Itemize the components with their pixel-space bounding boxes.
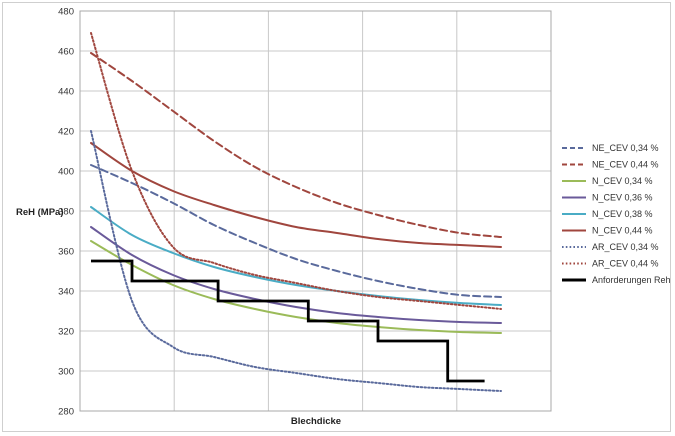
legend-label: N_CEV 0,44 % [592, 226, 653, 236]
legend-label: NE_CEV 0,34 % [592, 143, 659, 153]
y-tick-label: 420 [58, 127, 74, 138]
series-line-n-cev-0-44 [90, 142, 502, 248]
plot-area-border [79, 10, 552, 412]
legend-label: AR_CEV 0,44 % [592, 259, 659, 269]
y-tick-label: 280 [58, 407, 74, 418]
legend-label: AR_CEV 0,34 % [592, 242, 659, 252]
y-tick-label: 480 [58, 7, 74, 18]
series-line-ar-cev-0-34 [90, 130, 502, 392]
legend-label: N_CEV 0,34 % [592, 176, 653, 186]
series-line-n-cev-0-36 [90, 226, 502, 324]
y-axis-label: ReH (MPa) [16, 207, 64, 218]
chart-frame [2, 2, 671, 432]
y-tick-label: 300 [58, 367, 74, 378]
legend: NE_CEV 0,34 % NE_CEV 0,44 % N_CEV 0,34 % N_… [562, 143, 671, 285]
series-line-n-cev-0-38 [90, 206, 502, 306]
series-line-n-cev-0-34 [90, 240, 502, 334]
series-line-anforderungen-reh [91, 259, 485, 383]
series-line-ne-cev-0-44 [90, 52, 502, 238]
y-axis-ticks: 280 300 320 340 360 380 400 420 440 460 480 [58, 7, 74, 418]
legend-label: N_CEV 0,38 % [592, 209, 653, 219]
series-line-ne-cev-0-34 [90, 164, 502, 298]
legend-label: N_CEV 0,36 % [592, 193, 653, 203]
y-tick-label: 340 [58, 287, 74, 298]
y-tick-label: 380 [58, 207, 74, 218]
grid [79, 10, 552, 412]
legend-label: NE_CEV 0,44 % [592, 160, 659, 170]
series-lines [90, 32, 502, 392]
legend-label: Anforderungen Reh [592, 275, 671, 285]
y-tick-label: 400 [58, 167, 74, 178]
y-tick-label: 460 [58, 47, 74, 58]
y-tick-label: 440 [58, 87, 74, 98]
x-axis-label: Blechdicke [291, 416, 341, 427]
y-tick-label: 360 [58, 247, 74, 258]
series-line-ar-cev-0-44 [90, 32, 502, 310]
y-tick-label: 320 [58, 327, 74, 338]
